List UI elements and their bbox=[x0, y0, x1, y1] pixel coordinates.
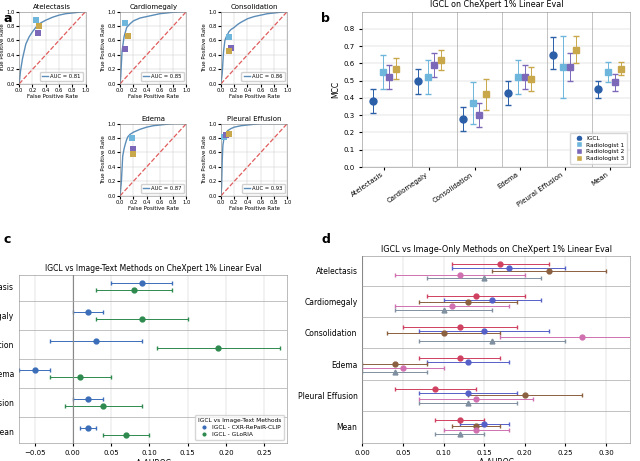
Text: c: c bbox=[3, 233, 11, 246]
Point bbox=[120, 46, 130, 53]
Text: a: a bbox=[3, 12, 12, 24]
Point bbox=[123, 32, 133, 40]
Legend: AUC = 0.85: AUC = 0.85 bbox=[141, 72, 184, 81]
Legend: AUC = 0.93: AUC = 0.93 bbox=[241, 184, 285, 193]
Point bbox=[224, 33, 234, 41]
Point bbox=[221, 131, 231, 139]
Legend: IGCL, Radiologist 1, Radiologist 2, Radiologist 3: IGCL, Radiologist 1, Radiologist 2, Radi… bbox=[570, 133, 627, 164]
Point bbox=[33, 30, 43, 37]
Point bbox=[120, 19, 131, 27]
Point bbox=[226, 44, 236, 51]
Title: Pleural Effusion: Pleural Effusion bbox=[227, 116, 282, 122]
Y-axis label: MCC: MCC bbox=[332, 81, 340, 98]
X-axis label: False Positive Rate: False Positive Rate bbox=[27, 95, 78, 100]
Y-axis label: True Positive Rate: True Positive Rate bbox=[202, 136, 207, 184]
Title: Atelectasis: Atelectasis bbox=[33, 4, 72, 10]
Title: Cardiomegaly: Cardiomegaly bbox=[129, 4, 177, 10]
X-axis label: Δ AUROC: Δ AUROC bbox=[136, 459, 171, 461]
X-axis label: False Positive Rate: False Positive Rate bbox=[128, 207, 179, 212]
Point bbox=[224, 47, 234, 55]
Point bbox=[219, 133, 229, 140]
X-axis label: False Positive Rate: False Positive Rate bbox=[128, 95, 179, 100]
Title: IGCL vs Image-Only Methods on CheXpert 1% Linear Eval: IGCL vs Image-Only Methods on CheXpert 1… bbox=[381, 245, 612, 254]
Point bbox=[34, 22, 44, 30]
Point bbox=[128, 145, 138, 153]
Point bbox=[31, 17, 41, 24]
Legend: AUC = 0.86: AUC = 0.86 bbox=[241, 72, 285, 81]
X-axis label: False Positive Rate: False Positive Rate bbox=[228, 207, 280, 212]
Title: IGCL vs Image-Text Methods on CheXpert 1% Linear Eval: IGCL vs Image-Text Methods on CheXpert 1… bbox=[45, 264, 262, 273]
Text: b: b bbox=[321, 12, 330, 24]
Text: d: d bbox=[321, 233, 330, 246]
Title: IGCL on CheXpert 1% Linear Eval: IGCL on CheXpert 1% Linear Eval bbox=[429, 0, 563, 9]
Y-axis label: True Positive Rate: True Positive Rate bbox=[101, 24, 106, 72]
X-axis label: Δ AUROC
IGCL vs Image-Only Methods: Δ AUROC IGCL vs Image-Only Methods bbox=[441, 458, 552, 461]
Y-axis label: True Positive Rate: True Positive Rate bbox=[0, 24, 5, 72]
Legend: AUC = 0.81: AUC = 0.81 bbox=[40, 72, 83, 81]
Legend: AUC = 0.87: AUC = 0.87 bbox=[141, 184, 184, 193]
Y-axis label: True Positive Rate: True Positive Rate bbox=[202, 24, 207, 72]
Point bbox=[127, 134, 137, 142]
Title: Consolidation: Consolidation bbox=[230, 4, 278, 10]
X-axis label: False Positive Rate: False Positive Rate bbox=[228, 95, 280, 100]
Y-axis label: True Positive Rate: True Positive Rate bbox=[101, 136, 106, 184]
Point bbox=[224, 131, 234, 138]
Point bbox=[128, 150, 138, 158]
Legend: IGCL - CXR-RePaiR-CLIP, IGCL - GLoRIA: IGCL - CXR-RePaiR-CLIP, IGCL - GLoRIA bbox=[195, 415, 284, 440]
Title: Edema: Edema bbox=[141, 116, 165, 122]
